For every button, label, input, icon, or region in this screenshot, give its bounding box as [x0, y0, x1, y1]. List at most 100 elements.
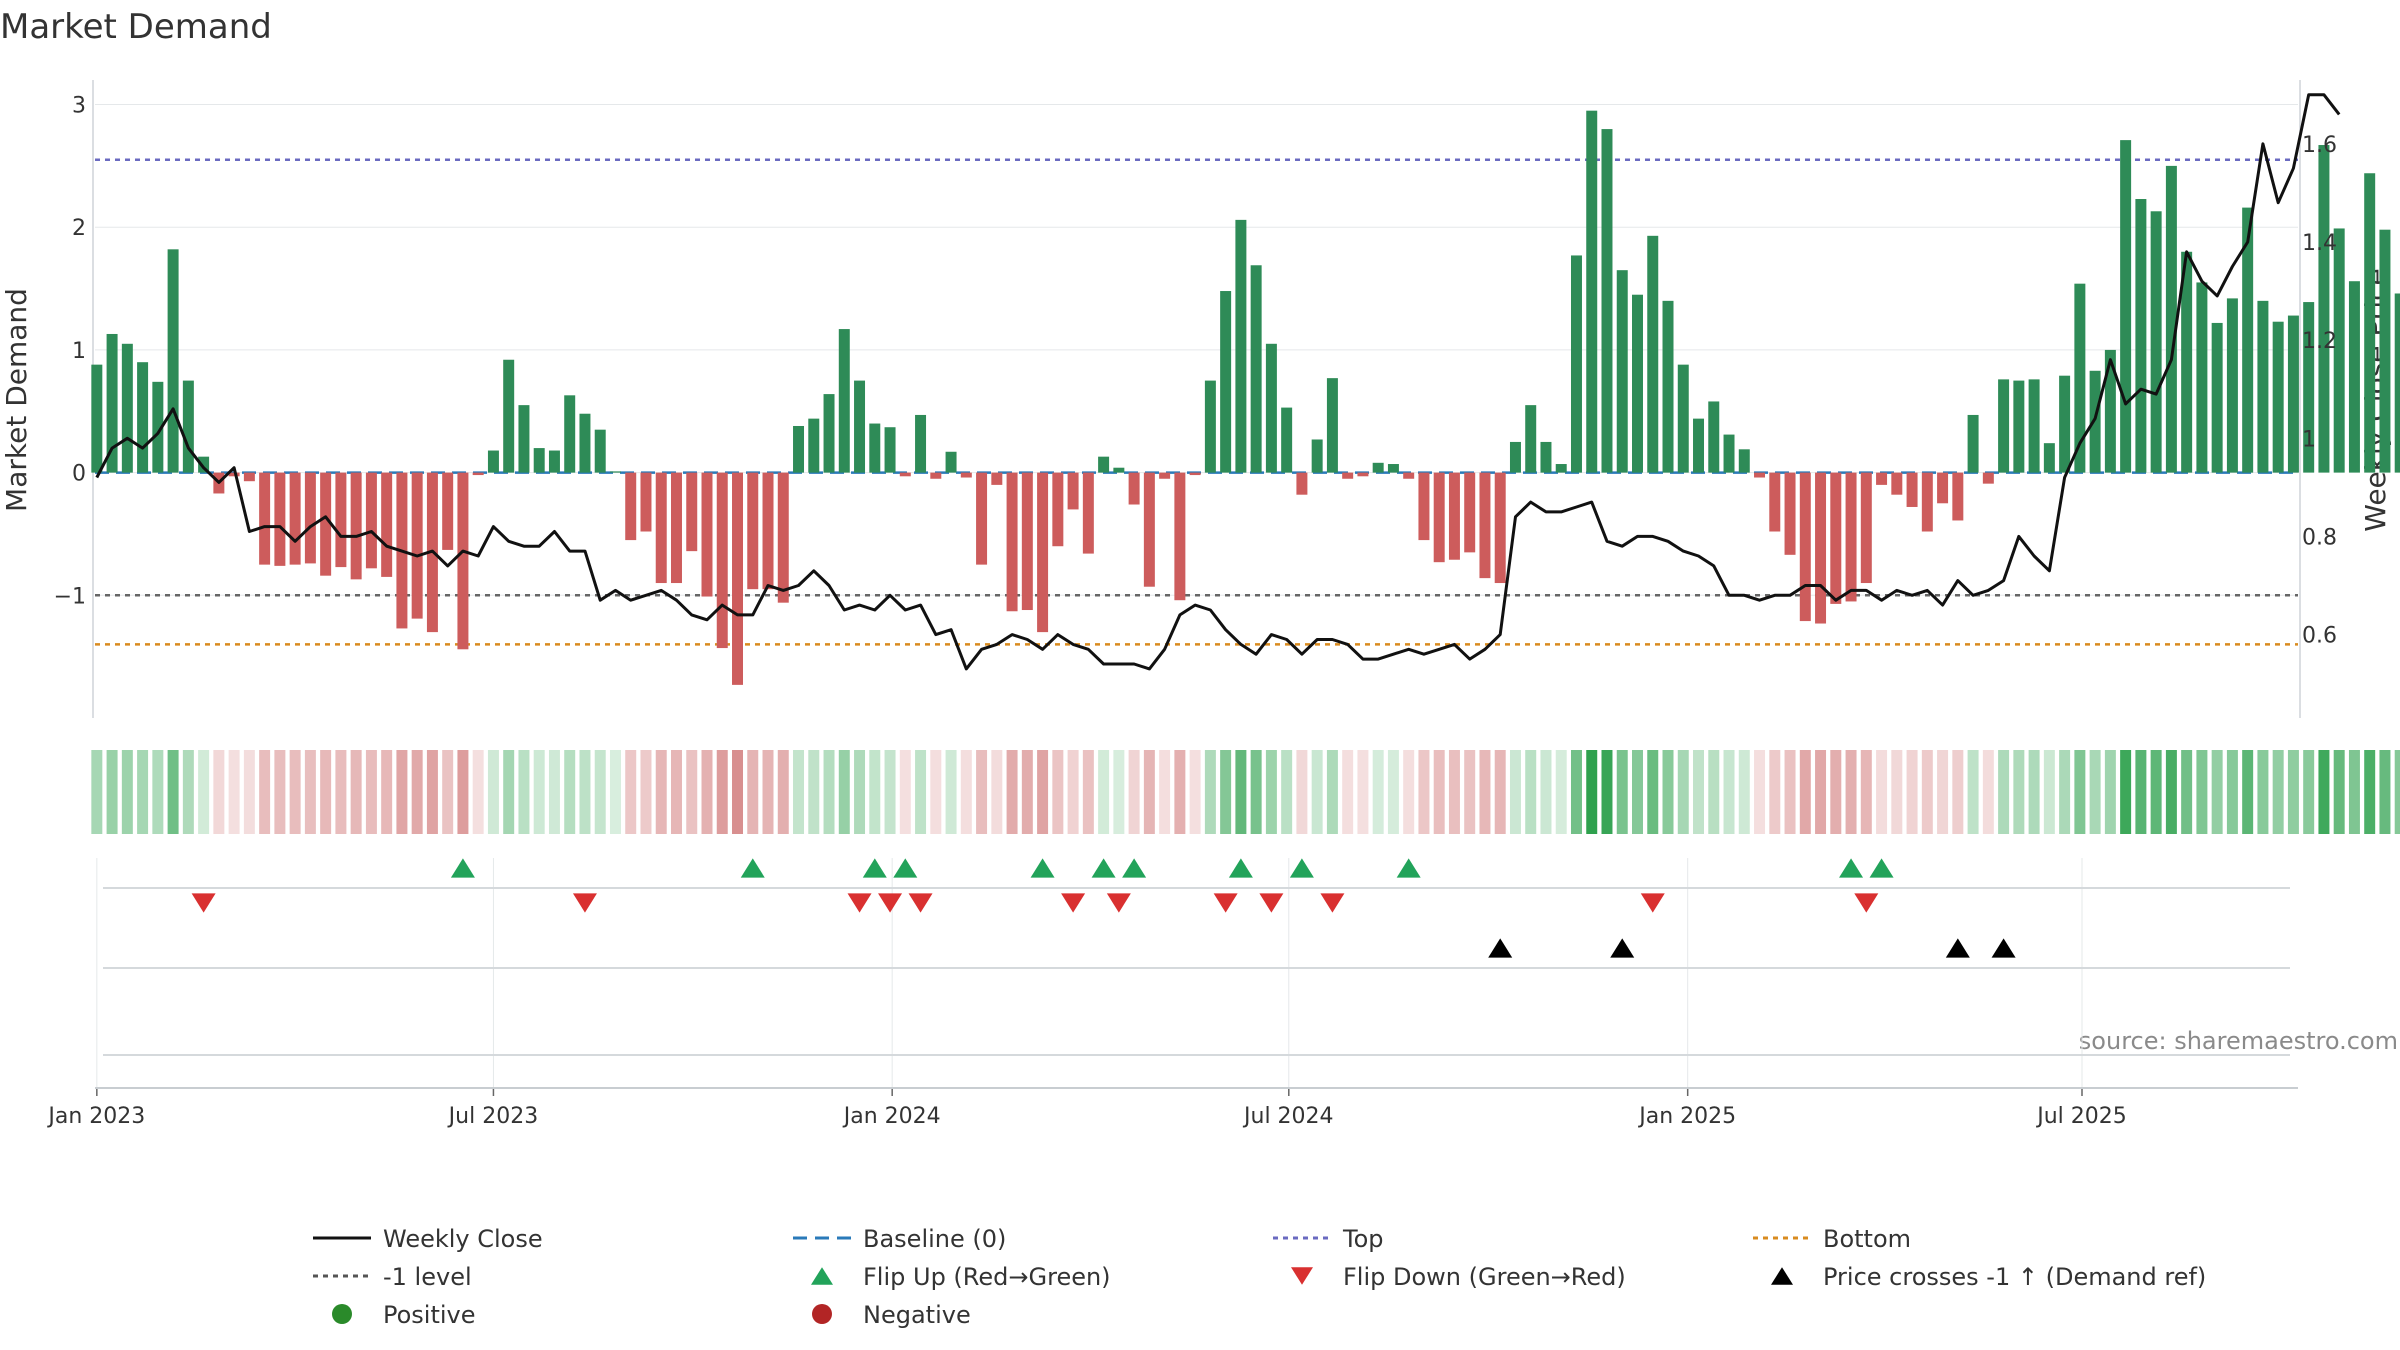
demand-bar: [1433, 472, 1445, 563]
demand-bar: [487, 450, 499, 473]
demand-bar: [1830, 472, 1842, 604]
demand-bar: [1738, 449, 1750, 473]
demand-bar: [716, 472, 728, 649]
demand-bar: [1220, 291, 1232, 473]
strip-cell: [2379, 750, 2391, 834]
y2-tick-label: 0.6: [2302, 624, 2337, 649]
strip-cell: [732, 750, 743, 834]
flip-down-marker: [1259, 893, 1284, 913]
demand-bar: [976, 472, 988, 565]
strip-cell: [594, 750, 606, 834]
strip-cell: [1677, 750, 1689, 834]
strip-cell: [2135, 750, 2147, 834]
demand-bar: [594, 429, 606, 473]
strip-cell: [335, 750, 347, 834]
demand-bar: [1067, 472, 1079, 510]
demand-bar: [1128, 472, 1140, 505]
demand-bar: [1082, 472, 1094, 554]
demand-heat-strip: [91, 750, 2400, 834]
demand-bar: [1509, 441, 1521, 473]
demand-bar: [2074, 283, 2086, 473]
demand-bar: [1479, 472, 1491, 579]
legend-label: Bottom: [1823, 1225, 1911, 1253]
strip-cell: [1464, 750, 1476, 834]
strip-cell: [1906, 750, 1918, 834]
x-tick-label: Jan 2025: [1637, 1104, 1736, 1129]
demand-bar: [1098, 456, 1110, 473]
strip-cell: [1616, 750, 1628, 834]
demand-bar: [106, 333, 118, 473]
demand-bar: [228, 472, 240, 477]
strip-cell: [381, 750, 393, 834]
demand-bar: [1754, 472, 1766, 478]
demand-bar: [1372, 462, 1384, 473]
demand-bar: [1647, 235, 1659, 473]
demand-bar: [1387, 464, 1399, 473]
flip-down-marker: [1320, 893, 1345, 913]
strip-cell: [304, 750, 316, 834]
strip-cell: [106, 750, 118, 834]
strip-cell: [899, 750, 911, 834]
strip-cell: [655, 750, 667, 834]
legend-circle-icon: [812, 1304, 832, 1324]
demand-bar: [320, 472, 332, 576]
flip-up-marker: [740, 858, 765, 878]
x-tick-label: Jan 2023: [46, 1104, 145, 1129]
legend-label: Flip Down (Green→Red): [1343, 1263, 1626, 1291]
demand-bar: [915, 414, 927, 473]
demand-bar: [442, 472, 454, 550]
strip-cell: [213, 750, 225, 834]
demand-bar: [182, 380, 194, 473]
demand-bar: [1891, 472, 1903, 495]
strip-cell: [259, 750, 271, 834]
demand-bar: [1632, 294, 1643, 473]
demand-bar: [457, 472, 469, 650]
demand-bar: [2303, 302, 2315, 473]
strip-cell: [533, 750, 545, 834]
demand-bar: [1708, 401, 1720, 473]
demand-bar: [1265, 343, 1277, 473]
strip-cell: [976, 750, 988, 834]
reference-lines: [95, 158, 2298, 646]
demand-bar: [1998, 379, 2010, 473]
flip-down-marker: [1213, 893, 1238, 913]
strip-cell: [320, 750, 332, 834]
demand-bar: [533, 448, 545, 473]
strip-cell: [945, 750, 957, 834]
demand-bar: [564, 395, 576, 473]
strip-cell: [426, 750, 438, 834]
demand-bar: [1784, 472, 1796, 555]
demand-bar: [2013, 380, 2025, 473]
demand-bar: [1250, 265, 1262, 473]
demand-bar: [1448, 472, 1460, 560]
strip-cell: [1418, 750, 1430, 834]
demand-bar: [640, 472, 652, 532]
flip-up-marker: [1030, 858, 1055, 878]
strip-cell: [1311, 750, 1323, 834]
strip-cell: [1967, 750, 1979, 834]
strip-cell: [2059, 750, 2071, 834]
demand-bar: [1616, 270, 1628, 473]
price-cross-marker: [1991, 938, 2016, 958]
demand-bar: [1189, 472, 1201, 476]
demand-bar: [625, 472, 637, 541]
strip-cell: [1586, 750, 1598, 834]
demand-bar: [2043, 443, 2055, 473]
strip-cell: [609, 750, 621, 834]
strip-cell: [1082, 750, 1094, 834]
strip-cell: [1891, 750, 1903, 834]
flip-up-marker: [1289, 858, 1314, 878]
strip-cell: [1662, 750, 1674, 834]
strip-cell: [640, 750, 652, 834]
strip-cell: [2303, 750, 2315, 834]
legend-item: Positive: [332, 1301, 476, 1329]
strip-cell: [686, 750, 698, 834]
demand-bar: [1418, 472, 1430, 541]
strip-cell: [2196, 750, 2208, 834]
strip-cell: [1372, 750, 1384, 834]
strip-cell: [1952, 750, 1964, 834]
legend-label: Top: [1342, 1225, 1384, 1253]
strip-cell: [1387, 750, 1399, 834]
demand-bar: [1982, 472, 1994, 484]
